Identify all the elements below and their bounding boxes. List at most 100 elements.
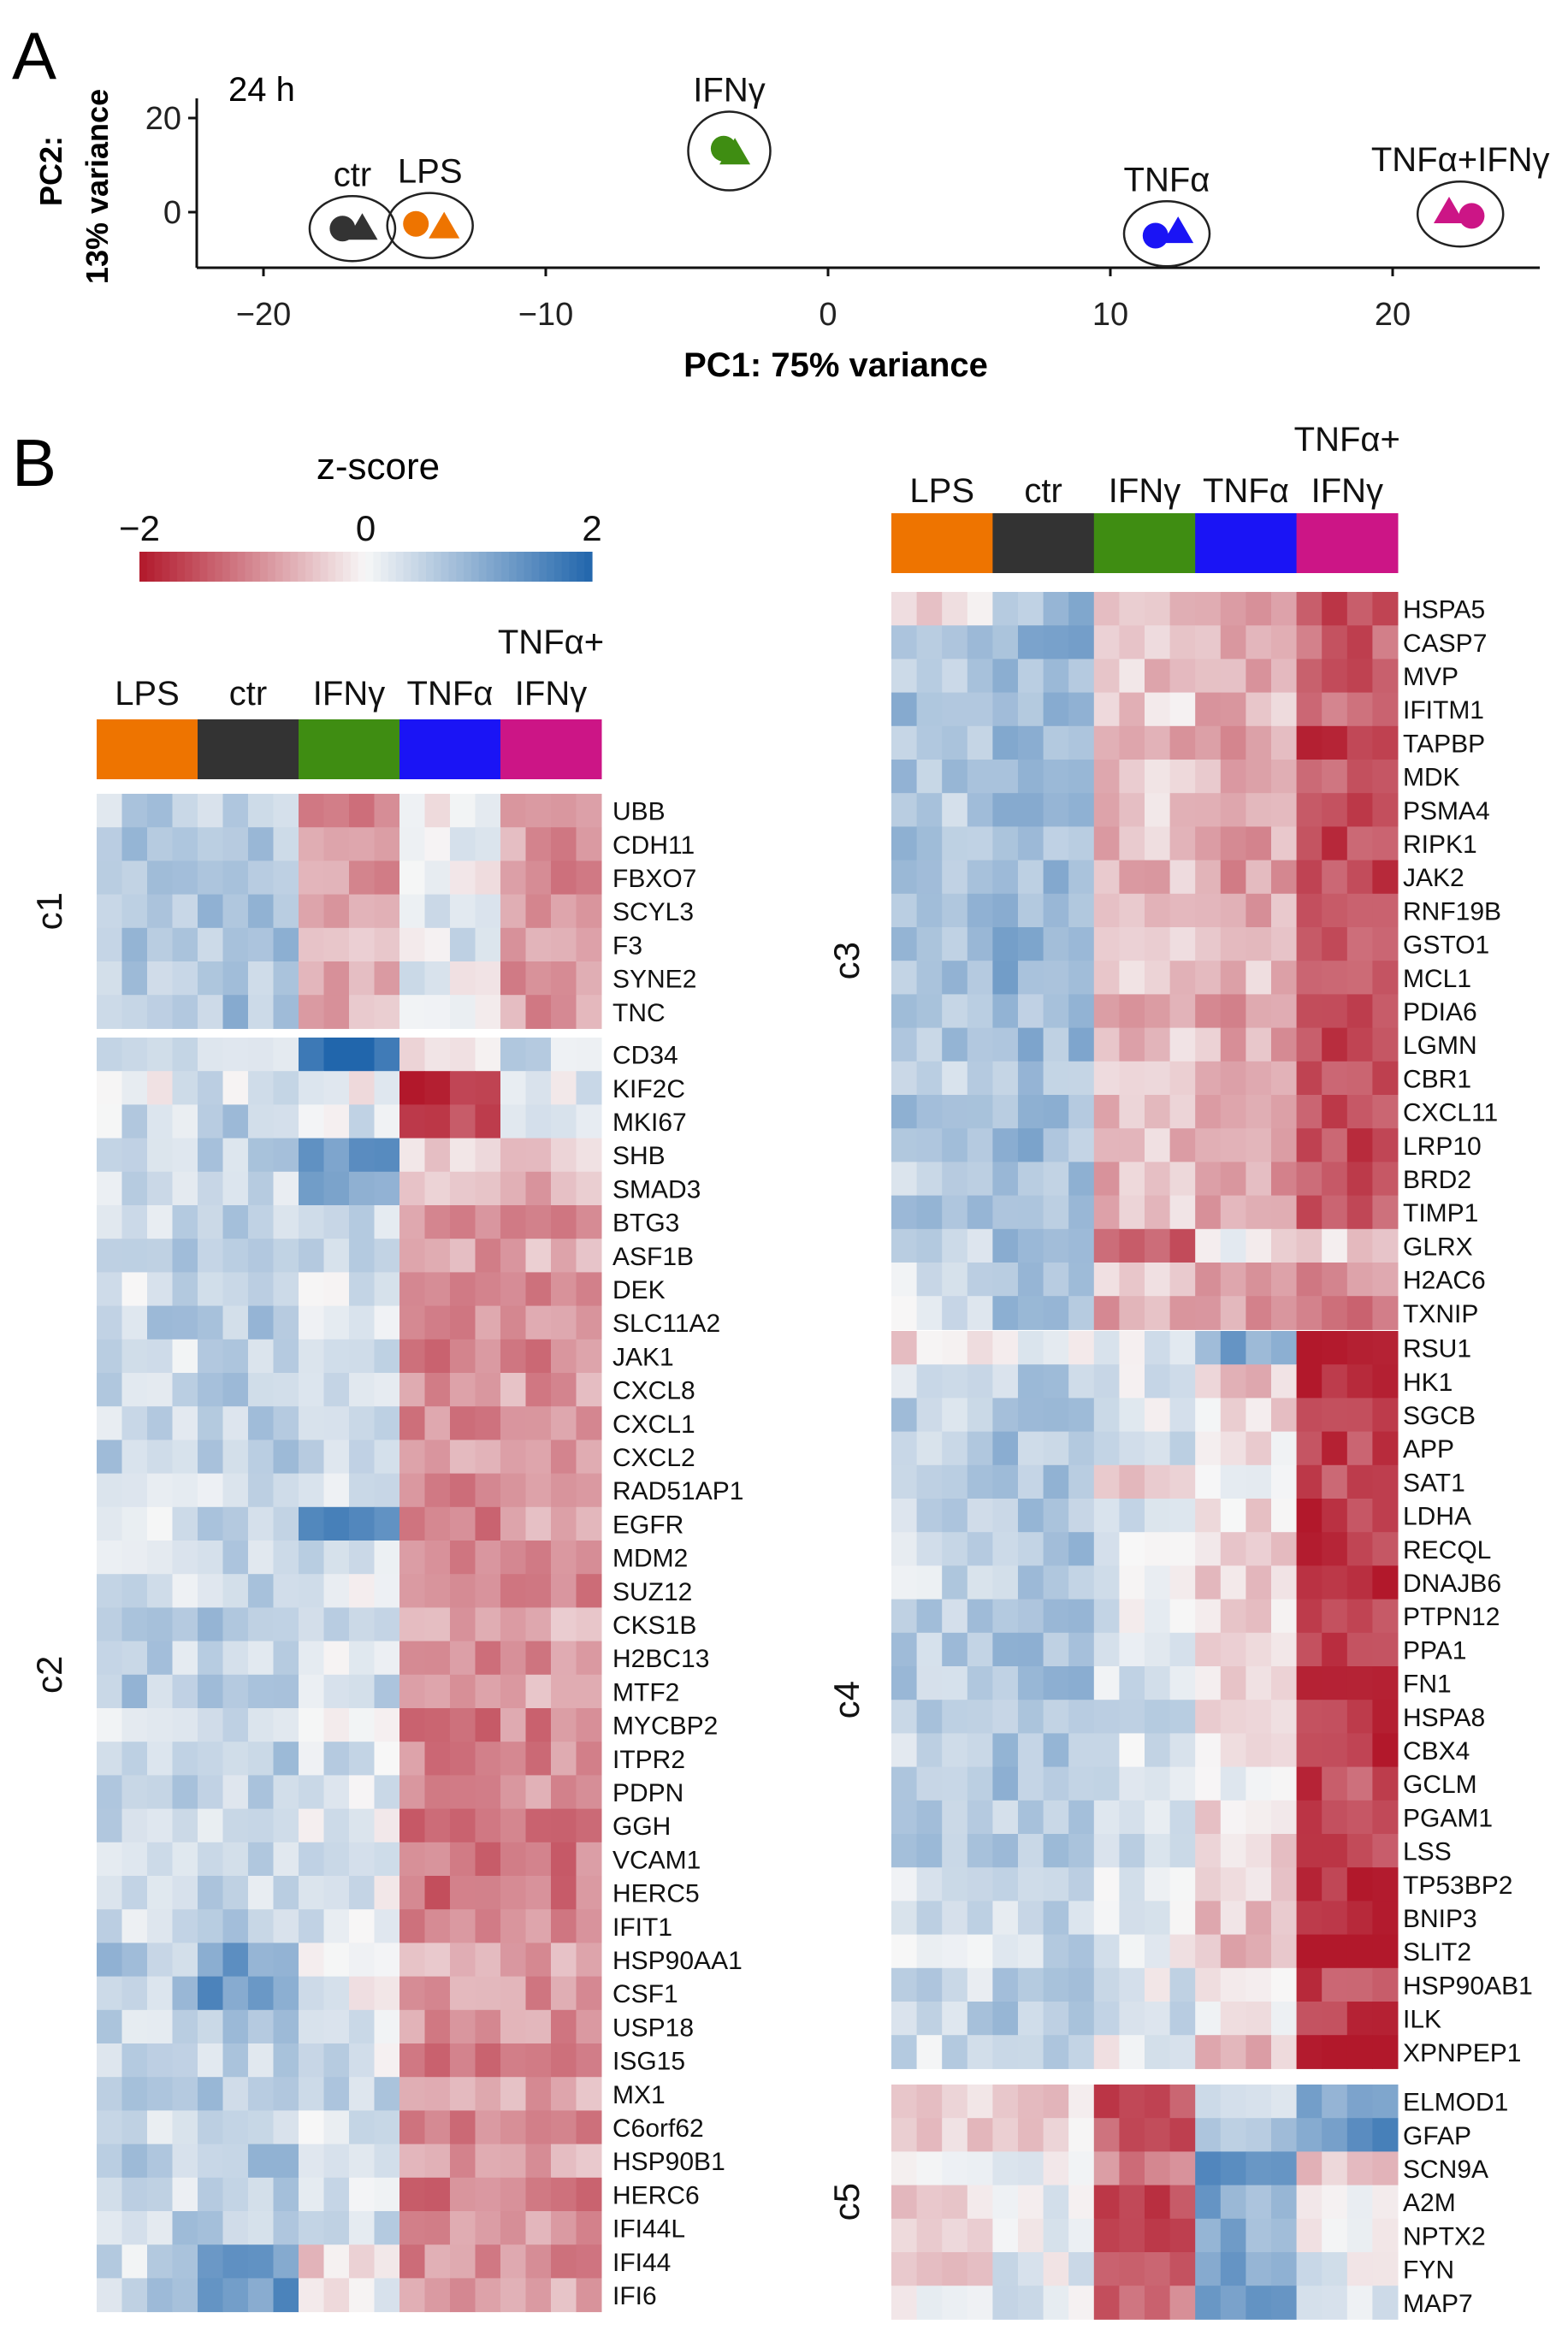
colorbar-tick-label: 0 (356, 508, 376, 548)
heatmap-cell (967, 1464, 993, 1499)
colorbar-segment (350, 552, 359, 582)
cluster-label: c5 (826, 2183, 867, 2221)
heatmap-cell (891, 1499, 918, 1533)
heatmap-cell (1296, 2151, 1322, 2186)
heatmap-cell (1296, 1331, 1322, 1365)
heatmap-cell (248, 2278, 274, 2313)
heatmap-cell (916, 1061, 943, 1096)
heatmap-cell (1246, 1565, 1272, 1600)
heatmap-cell (1346, 2002, 1373, 2036)
heatmap-cell (172, 1976, 198, 2011)
heatmap-cell (1169, 760, 1196, 794)
heatmap-cell (1372, 1834, 1399, 1868)
heatmap-cell (475, 1272, 501, 1307)
heatmap-cell (1372, 2035, 1399, 2069)
heatmap-cell (172, 1808, 198, 1843)
heatmap-cell (248, 1305, 274, 1340)
heatmap-cell (198, 1742, 223, 1776)
heatmap-cell (891, 2252, 918, 2286)
heatmap-cell (222, 1708, 249, 1742)
heatmap-cell (942, 1867, 968, 1901)
heatmap-cell (1093, 1834, 1120, 1868)
heatmap-cell (1220, 1766, 1246, 1801)
gene-label: FYN (1403, 2256, 1454, 2285)
heatmap-cell (198, 827, 223, 861)
heatmap-cell (1093, 2151, 1120, 2186)
heatmap-cell (1119, 1061, 1145, 1096)
heatmap-cell (121, 1071, 148, 1105)
heatmap-cell (198, 1205, 223, 1239)
heatmap-cell (551, 827, 577, 861)
heatmap-cell (198, 2144, 223, 2179)
heatmap-cell (399, 2211, 425, 2245)
heatmap-cell (1271, 961, 1298, 995)
heatmap-cell (147, 995, 173, 1029)
heatmap-cell (1246, 793, 1272, 827)
heatmap-cell (1372, 725, 1399, 760)
heatmap-cell (1068, 1431, 1095, 1466)
heatmap-cell (349, 1038, 375, 1072)
heatmap-cell (1271, 1733, 1298, 1768)
heatmap-cell (349, 1305, 375, 1340)
heatmap-cell (942, 1464, 968, 1499)
heatmap-cell (1093, 1632, 1120, 1667)
heatmap-cell (1169, 1967, 1196, 2002)
heatmap-cell (399, 1171, 425, 1206)
heatmap-cell (1068, 1128, 1095, 1162)
heatmap-cell (1195, 1733, 1222, 1768)
heatmap-cell (475, 1976, 501, 2011)
heatmap-cell (349, 1071, 375, 1105)
heatmap-cell (942, 1061, 968, 1096)
heatmap-cell (1195, 1934, 1222, 1969)
heatmap-cell (299, 1574, 324, 1608)
heatmap-cell (147, 2077, 173, 2111)
heatmap-cell (1093, 1700, 1120, 1734)
heatmap-cell (1093, 659, 1120, 694)
heatmap-cell (1195, 1263, 1222, 1297)
heatmap-cell (1271, 1195, 1298, 1230)
heatmap-cell (525, 2144, 552, 2179)
heatmap-cell (97, 2144, 122, 2179)
heatmap-cell (1043, 1398, 1069, 1433)
heatmap-cell (248, 1708, 274, 1742)
heatmap-cell (1145, 1431, 1171, 1466)
heatmap-cell (1220, 1565, 1246, 1600)
heatmap-cell (273, 1473, 299, 1508)
heatmap-cell (121, 1641, 148, 1676)
heatmap-cell (551, 1708, 577, 1742)
heatmap-cell (1018, 826, 1044, 861)
heatmap-cell (1068, 994, 1095, 1029)
heatmap-cell (424, 1574, 451, 1608)
heatmap-cell (500, 1473, 526, 1508)
heatmap-cell (198, 1406, 223, 1440)
heatmap-cell (500, 894, 526, 929)
heatmap-cell (1346, 1499, 1373, 1533)
colorbar-segment (373, 552, 382, 582)
gene-label: CXCL1 (612, 1411, 695, 1439)
pca-point-circle-TNFa (1142, 222, 1169, 249)
heatmap-cell (1372, 1128, 1399, 1162)
heatmap-cell (424, 1708, 451, 1742)
heatmap-cell (1271, 2085, 1298, 2119)
heatmap-cell (1018, 1195, 1044, 1230)
heatmap-cell (299, 1440, 324, 1475)
heatmap-cell (1043, 1499, 1069, 1533)
gene-label: TP53BP2 (1403, 1872, 1512, 1900)
heatmap-cell (891, 1733, 918, 1768)
heatmap-cell (399, 1339, 425, 1374)
heatmap-cell (121, 927, 148, 962)
heatmap-cell (1372, 1733, 1399, 1768)
heatmap-cell (500, 2211, 526, 2245)
heatmap-cell (399, 1373, 425, 1407)
heatmap-cell (1068, 1263, 1095, 1297)
heatmap-cell (967, 994, 993, 1029)
heatmap-cell (198, 1239, 223, 1273)
heatmap-cell (1346, 2085, 1373, 2119)
heatmap-cell (475, 1373, 501, 1407)
heatmap-cell (198, 794, 223, 828)
heatmap-cell (198, 1104, 223, 1139)
heatmap-cell (1271, 1967, 1298, 2002)
heatmap-cell (1169, 659, 1196, 694)
heatmap-cell (1246, 1599, 1272, 1634)
pca-group-label-TNFa: TNFα (1124, 161, 1210, 198)
